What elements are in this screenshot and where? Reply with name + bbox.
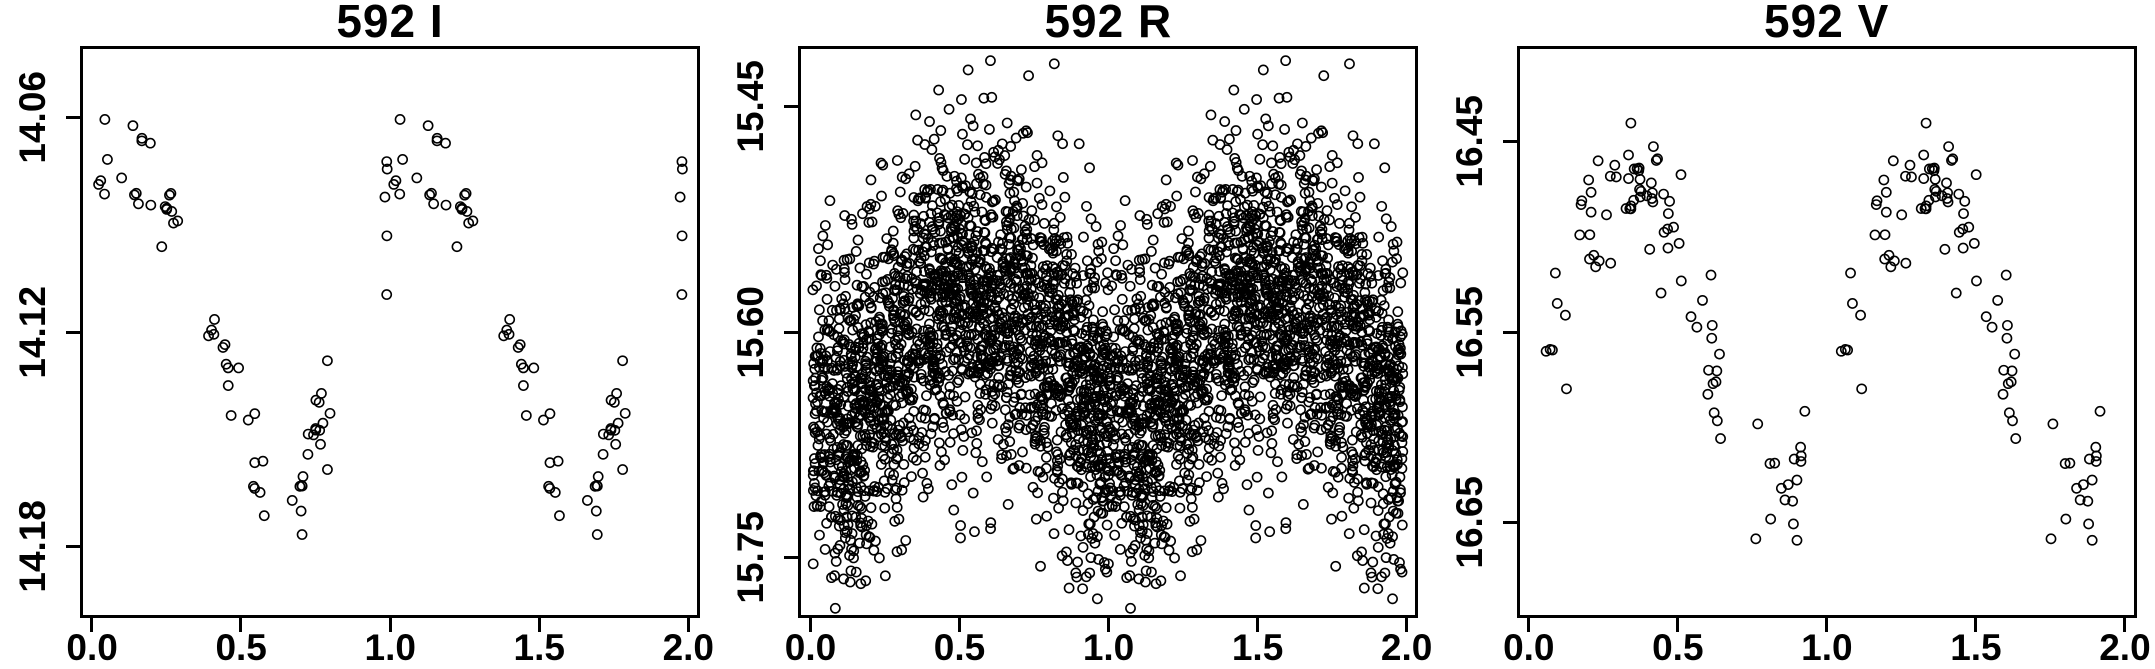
- x-tick-mark: [239, 618, 243, 632]
- x-tick-mark: [1825, 618, 1829, 632]
- x-tick-mark: [1255, 618, 1259, 632]
- x-tick-mark: [1404, 618, 1408, 632]
- plot-box: [798, 46, 1419, 618]
- x-tick-mark: [1676, 618, 1680, 632]
- x-tick-label: 1.0: [1801, 627, 1853, 668]
- y-tick-label: 14.18: [12, 500, 53, 593]
- x-tick-mark: [808, 618, 812, 632]
- y-tick-mark: [66, 330, 80, 334]
- x-tick-label: 0.0: [66, 627, 118, 668]
- x-tick-label: 0.5: [933, 627, 986, 668]
- y-tick-label: 14.12: [12, 285, 53, 379]
- y-tick-mark: [1502, 139, 1517, 143]
- scatter-points-canvas: [801, 49, 1416, 615]
- x-tick-label: 2.0: [2099, 627, 2151, 668]
- x-tick-mark: [1974, 618, 1978, 632]
- scatter-points-canvas: [1519, 49, 2134, 615]
- x-tick-label: 2.0: [662, 627, 714, 668]
- y-tick-label: 16.45: [1448, 94, 1490, 188]
- x-tick-label: 0.0: [1503, 627, 1555, 668]
- x-tick-label: 2.0: [1380, 627, 1433, 668]
- chart-title: 592 I: [336, 0, 444, 47]
- plot-box: [80, 46, 700, 618]
- y-tick-mark: [784, 104, 799, 108]
- chart-panel-592-I: 592 I 14.06 14.12 14.18 0.0 0.5 1.0 1.5 …: [0, 0, 718, 669]
- y-tick-label: 15.45: [730, 59, 772, 153]
- chart-title: 592 V: [1764, 0, 1890, 47]
- x-tick-mark: [686, 618, 690, 632]
- x-tick-mark: [1106, 618, 1110, 632]
- x-tick-mark: [1527, 618, 1531, 632]
- y-tick-mark: [1502, 521, 1517, 525]
- x-tick-label: 1.5: [1231, 627, 1284, 668]
- x-tick-label: 0.5: [1652, 627, 1704, 668]
- y-tick-label: 16.55: [1448, 285, 1490, 379]
- x-tick-mark: [2123, 618, 2127, 632]
- y-tick-mark: [784, 556, 799, 560]
- chart-panel-592-R: 592 R 15.45 15.60 15.75 0.0 0.5 1.0 1.5 …: [718, 0, 1436, 669]
- x-tick-mark: [388, 618, 392, 632]
- scatter-points-canvas: [83, 49, 697, 615]
- y-tick-label: 15.60: [730, 285, 772, 379]
- y-tick-mark: [66, 545, 80, 548]
- chart-title: 592 R: [1044, 0, 1173, 47]
- y-tick-label: 16.65: [1448, 476, 1490, 569]
- x-tick-mark: [537, 618, 541, 632]
- x-tick-label: 1.5: [1950, 627, 2002, 668]
- x-tick-label: 1.0: [1082, 627, 1135, 668]
- y-tick-mark: [66, 116, 80, 119]
- chart-panel-592-V: 592 V 16.45 16.55 16.65 0.0 0.5 1.0 1.5 …: [1437, 0, 2155, 669]
- x-tick-label: 0.5: [215, 627, 267, 668]
- x-tick-mark: [957, 618, 961, 632]
- x-tick-label: 0.0: [784, 627, 837, 668]
- y-tick-label: 14.06: [12, 71, 53, 164]
- x-tick-mark: [90, 618, 94, 632]
- x-tick-label: 1.5: [513, 627, 565, 668]
- y-tick-label: 15.75: [730, 511, 772, 604]
- plot-box: [1516, 46, 2137, 618]
- y-tick-mark: [784, 330, 799, 334]
- y-tick-mark: [1502, 330, 1517, 334]
- x-tick-label: 1.0: [364, 627, 416, 668]
